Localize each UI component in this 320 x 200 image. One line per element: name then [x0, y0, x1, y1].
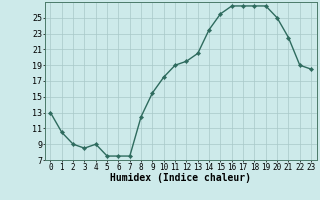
X-axis label: Humidex (Indice chaleur): Humidex (Indice chaleur)	[110, 173, 251, 183]
